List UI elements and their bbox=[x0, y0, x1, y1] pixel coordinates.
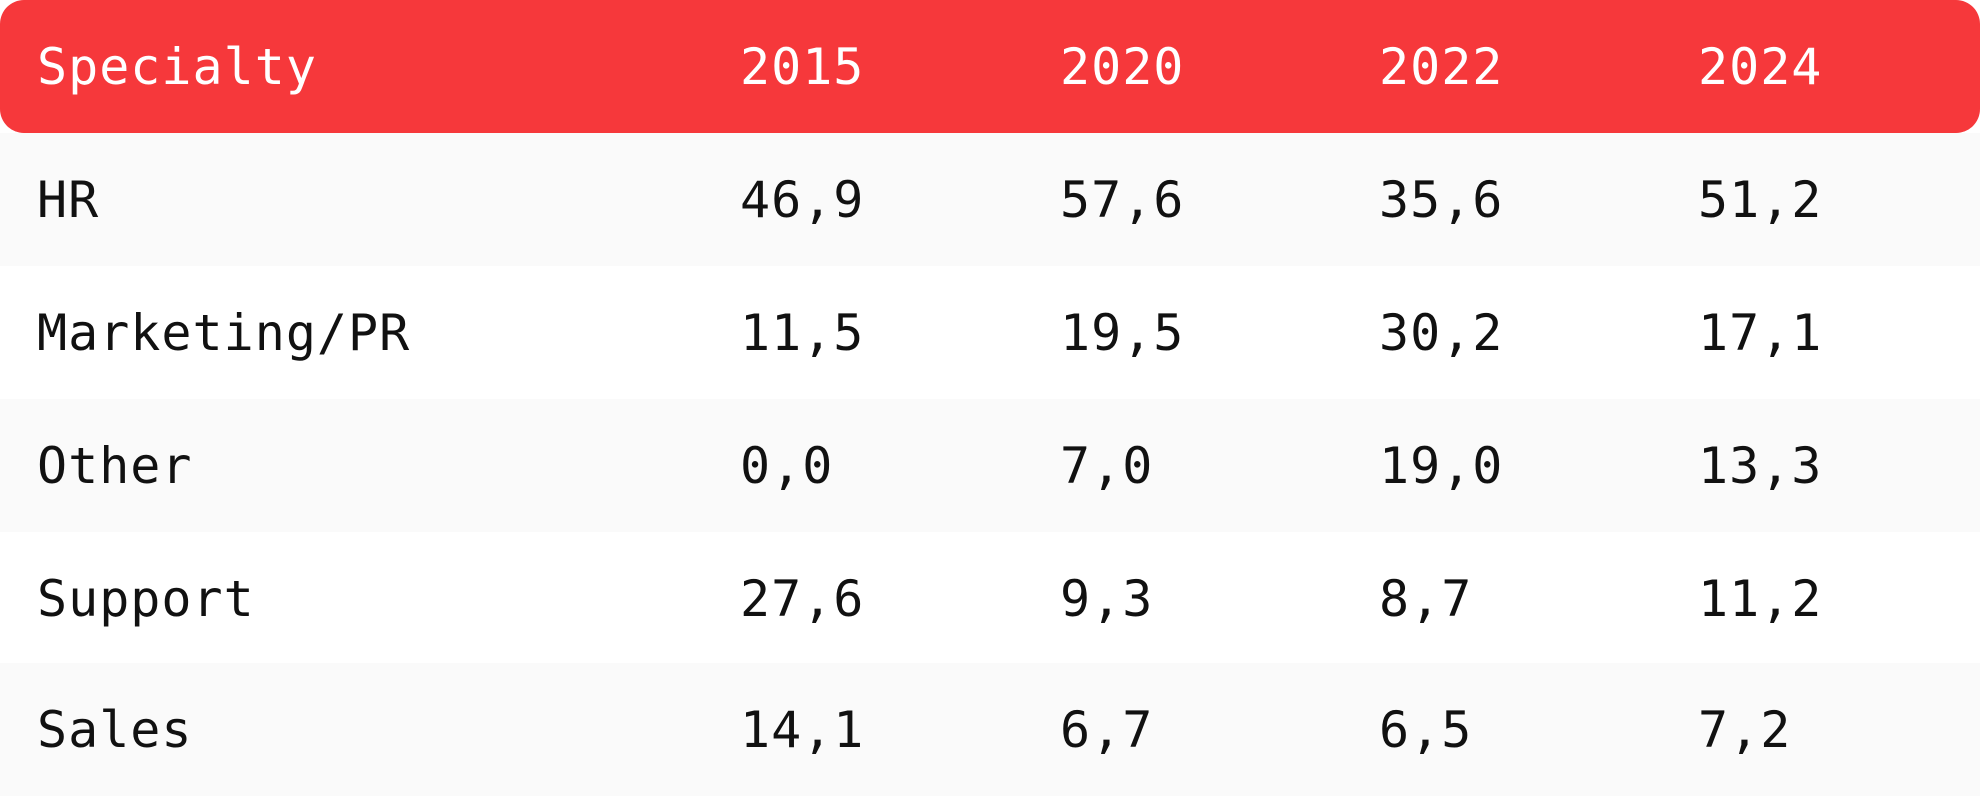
row-label: Other bbox=[37, 436, 193, 495]
table-cell: 7,2 bbox=[1698, 700, 1792, 759]
row-label: Sales bbox=[37, 700, 193, 759]
table-row: Marketing/PR 11,5 19,5 30,2 17,1 bbox=[0, 266, 1980, 399]
table-header: Specialty 2015 2020 2022 2024 bbox=[0, 0, 1980, 133]
table-cell: 8,7 bbox=[1379, 569, 1473, 628]
header-cell-2022: 2022 bbox=[1379, 37, 1504, 96]
table-row: Support 27,6 9,3 8,7 11,2 bbox=[0, 532, 1980, 665]
table-cell: 6,5 bbox=[1379, 700, 1473, 759]
header-cell-2020: 2020 bbox=[1060, 37, 1185, 96]
header-cell-2024: 2024 bbox=[1698, 37, 1823, 96]
row-label: HR bbox=[37, 170, 100, 229]
table-cell: 57,6 bbox=[1060, 170, 1185, 229]
table-cell: 46,9 bbox=[740, 170, 865, 229]
table-cell: 7,0 bbox=[1060, 436, 1154, 495]
header-cell-specialty: Specialty bbox=[37, 37, 317, 96]
table-cell: 19,0 bbox=[1379, 436, 1504, 495]
table-row: HR 46,9 57,6 35,6 51,2 bbox=[0, 133, 1980, 266]
table-row: Sales 14,1 6,7 6,5 7,2 bbox=[0, 663, 1980, 796]
table-cell: 30,2 bbox=[1379, 303, 1504, 362]
table-cell: 0,0 bbox=[740, 436, 834, 495]
row-label: Marketing/PR bbox=[37, 303, 411, 362]
table-cell: 13,3 bbox=[1698, 436, 1823, 495]
table-cell: 11,2 bbox=[1698, 569, 1823, 628]
row-label: Support bbox=[37, 569, 255, 628]
table-cell: 6,7 bbox=[1060, 700, 1154, 759]
table-cell: 27,6 bbox=[740, 569, 865, 628]
table-cell: 19,5 bbox=[1060, 303, 1185, 362]
table-cell: 17,1 bbox=[1698, 303, 1823, 362]
table-cell: 35,6 bbox=[1379, 170, 1504, 229]
table-cell: 14,1 bbox=[740, 700, 865, 759]
table-row: Other 0,0 7,0 19,0 13,3 bbox=[0, 399, 1980, 532]
table-cell: 9,3 bbox=[1060, 569, 1154, 628]
table-cell: 51,2 bbox=[1698, 170, 1823, 229]
table-cell: 11,5 bbox=[740, 303, 865, 362]
header-cell-2015: 2015 bbox=[740, 37, 865, 96]
